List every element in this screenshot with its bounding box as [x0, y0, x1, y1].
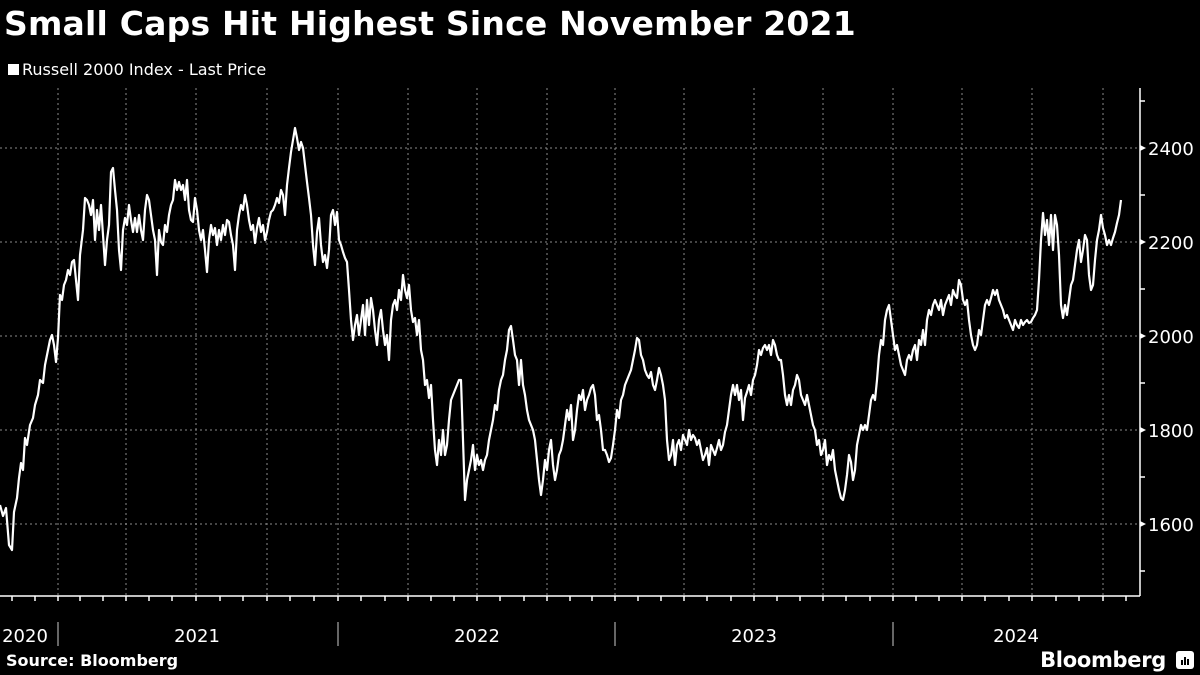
legend-label: Russell 2000 Index - Last Price [22, 60, 267, 79]
chart-title: Small Caps Hit Highest Since November 20… [4, 4, 856, 43]
ytick-2400: 2400 [1148, 139, 1194, 160]
source-label: Source: Bloomberg [6, 651, 179, 670]
ytick-2000: 2000 [1148, 327, 1194, 348]
xtick-2024: 2024 [993, 626, 1039, 647]
xtick-2020: 2020 [2, 626, 48, 647]
xtick-2022: 2022 [454, 626, 500, 647]
ytick-1600: 1600 [1148, 515, 1194, 536]
axes [0, 88, 1145, 601]
ytick-2200: 2200 [1148, 233, 1194, 254]
bloomberg-logo: Bloomberg [1040, 648, 1166, 672]
year-separators [57, 622, 894, 646]
bloomberg-chart-icon [1176, 651, 1194, 669]
legend-swatch [8, 64, 19, 75]
xtick-2021: 2021 [174, 626, 220, 647]
xtick-2023: 2023 [731, 626, 777, 647]
russell-2000-line [0, 126, 1123, 552]
gridlines [0, 88, 1140, 595]
y-tick-arrows [1140, 145, 1146, 527]
legend: Russell 2000 Index - Last Price [8, 60, 266, 79]
y-axis-labels: 2400 2200 2000 1800 1600 [1148, 139, 1194, 536]
ytick-1800: 1800 [1148, 421, 1194, 442]
